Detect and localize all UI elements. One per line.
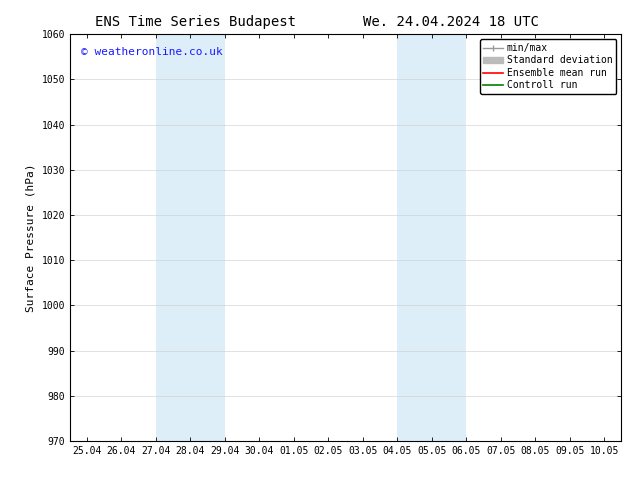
Bar bbox=[156, 34, 225, 441]
Bar bbox=[398, 34, 466, 441]
Legend: min/max, Standard deviation, Ensemble mean run, Controll run: min/max, Standard deviation, Ensemble me… bbox=[479, 39, 616, 94]
Y-axis label: Surface Pressure (hPa): Surface Pressure (hPa) bbox=[26, 163, 36, 312]
Text: ENS Time Series Budapest        We. 24.04.2024 18 UTC: ENS Time Series Budapest We. 24.04.2024 … bbox=[95, 15, 539, 29]
Text: © weatheronline.co.uk: © weatheronline.co.uk bbox=[81, 47, 223, 56]
